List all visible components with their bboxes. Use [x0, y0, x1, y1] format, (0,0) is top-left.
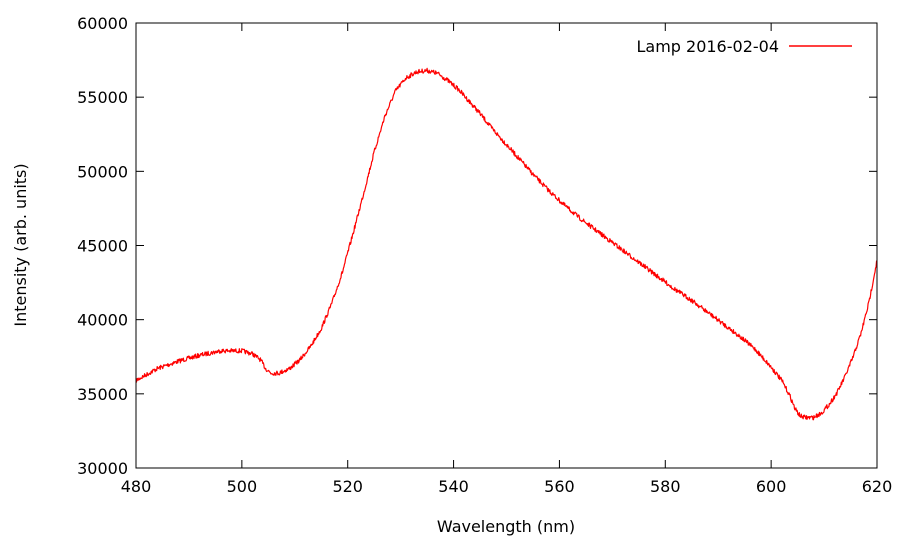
x-tick-labels: 480 500 520 540 560 580 600 620: [121, 477, 893, 496]
x-axis-title: Wavelength (nm): [437, 517, 575, 536]
y-tick-label: 45000: [77, 237, 128, 256]
x-tick-label: 580: [650, 477, 681, 496]
y-tick-labels: 30000 35000 40000 45000 50000 55000 60000: [77, 14, 128, 478]
x-tick-label: 600: [756, 477, 787, 496]
series-line: [135, 67, 878, 421]
y-tick-label: 35000: [77, 385, 128, 404]
legend-label: Lamp 2016-02-04: [636, 37, 779, 56]
y-tick-label: 55000: [77, 88, 128, 107]
y-tick-label: 60000: [77, 14, 128, 33]
x-tick-label: 520: [332, 477, 363, 496]
y-axis-title: Intensity (arb. units): [11, 163, 30, 326]
ticks-layer: [135, 22, 878, 469]
x-tick-label: 540: [438, 477, 469, 496]
legend: Lamp 2016-02-04: [636, 37, 852, 56]
y-tick-label: 50000: [77, 162, 128, 181]
series-layer: [135, 67, 878, 421]
x-tick-label: 560: [544, 477, 575, 496]
y-tick-label: 30000: [77, 459, 128, 478]
x-tick-label: 500: [227, 477, 258, 496]
x-tick-label: 620: [862, 477, 893, 496]
y-tick-label: 40000: [77, 311, 128, 330]
x-tick-label: 480: [121, 477, 152, 496]
